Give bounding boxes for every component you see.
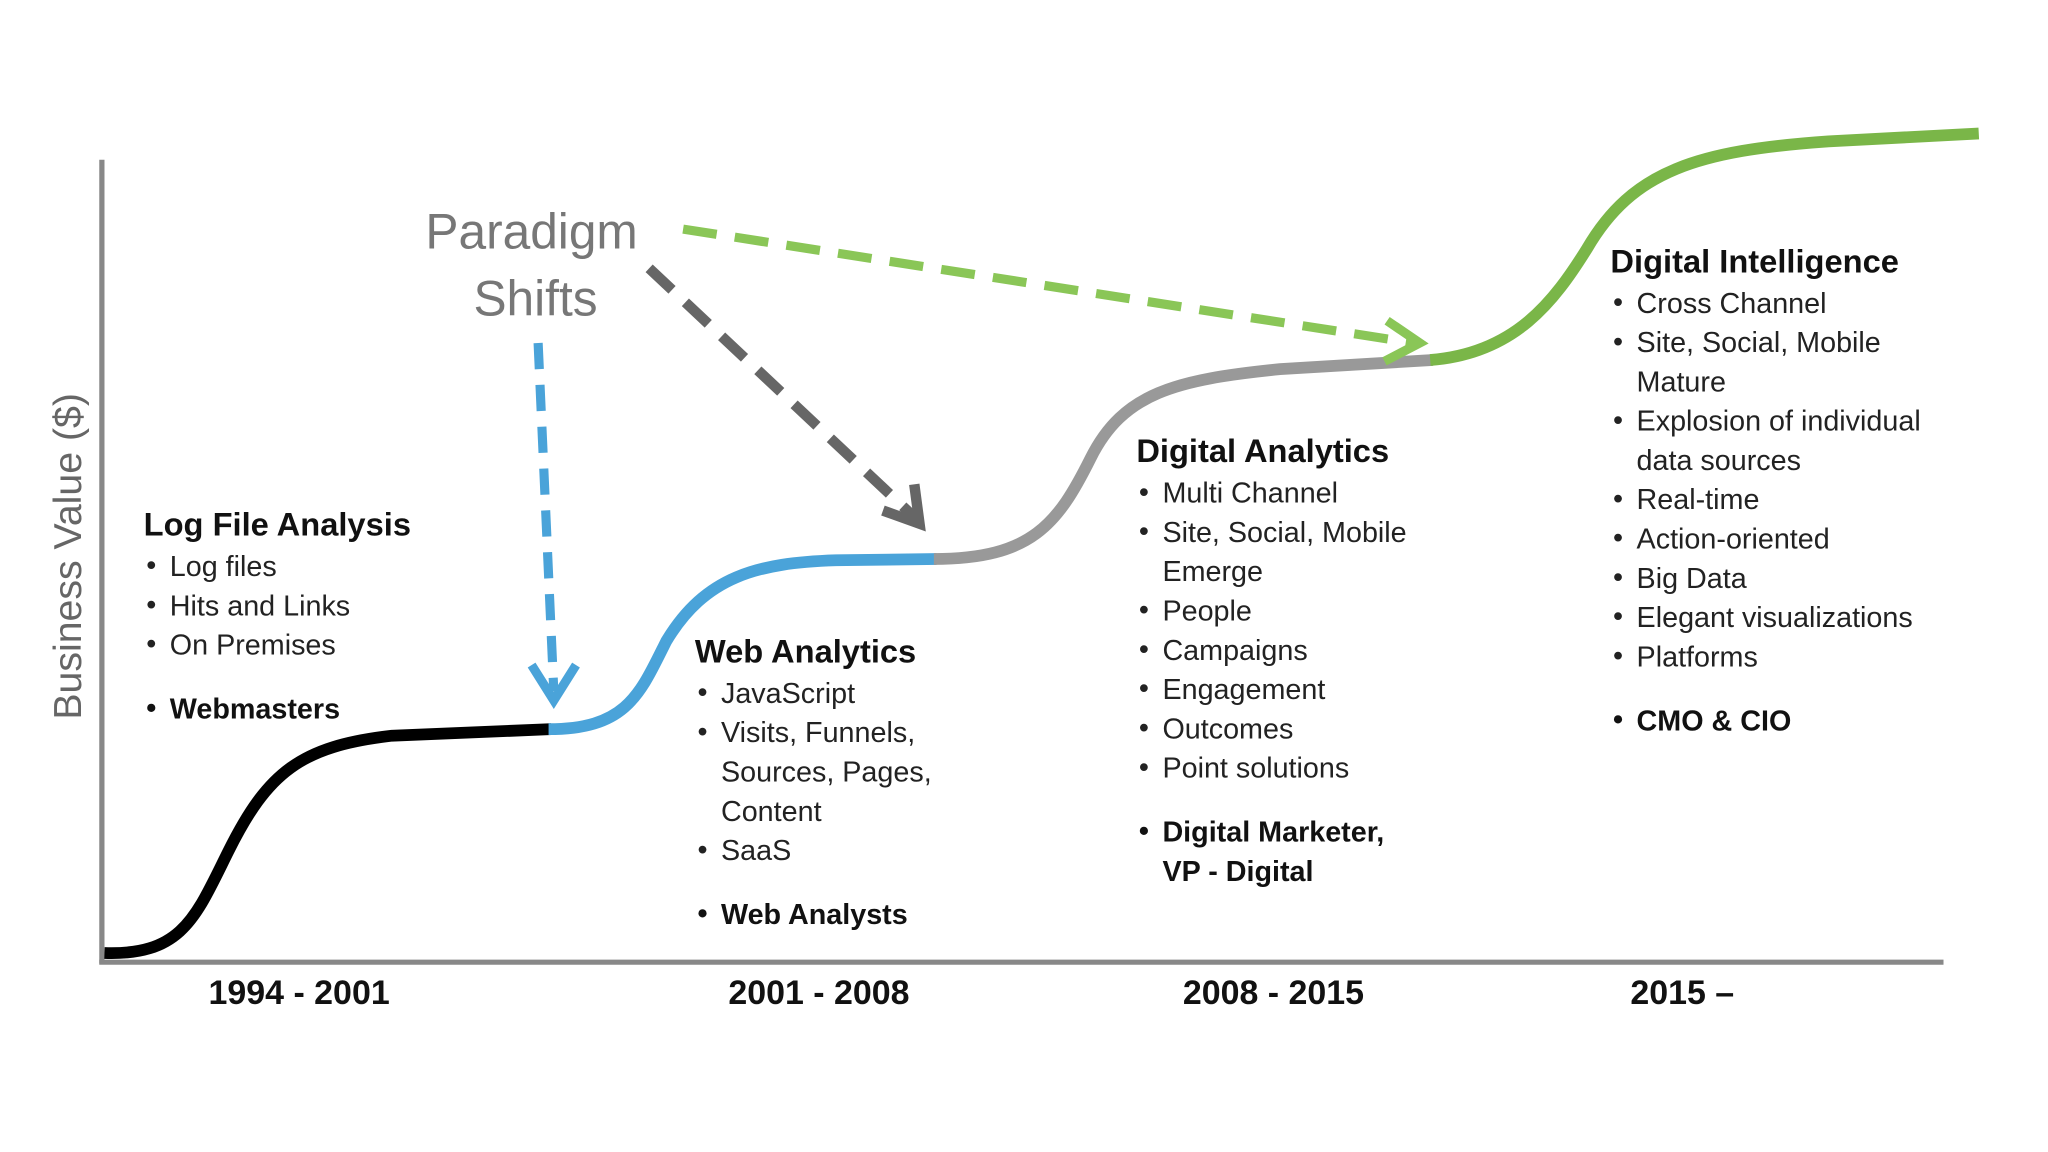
bullet-text: SaaS bbox=[721, 835, 791, 867]
bullet-dot: • bbox=[146, 628, 156, 660]
bullet-text: Engagement bbox=[1162, 674, 1325, 706]
bullet-text: Platforms bbox=[1637, 641, 1758, 673]
bullet-dot: • bbox=[1613, 483, 1623, 515]
role-text: VP - Digital bbox=[1162, 856, 1313, 888]
bullet-text: Explosion of individual bbox=[1637, 406, 1921, 438]
bullet-dot: • bbox=[146, 589, 156, 621]
era-period: 1994 - 2001 bbox=[209, 974, 390, 1012]
bullet-text: Site, Social, Mobile bbox=[1162, 517, 1406, 549]
bullet-dot: • bbox=[1139, 476, 1149, 508]
role-text: Web Analysts bbox=[721, 899, 908, 931]
bullet-dot: • bbox=[1139, 594, 1149, 626]
axis-label: Business Value ($) bbox=[46, 393, 90, 720]
bullet-text: Hits and Links bbox=[170, 590, 350, 622]
annotation: Shifts bbox=[473, 270, 597, 326]
role-text: Digital Marketer, bbox=[1162, 817, 1384, 849]
bullet-text: Point solutions bbox=[1162, 753, 1349, 785]
bullet-text: On Premises bbox=[170, 630, 336, 662]
bullet-dot: • bbox=[1139, 751, 1149, 783]
bullet-text: Elegant visualizations bbox=[1637, 602, 1913, 634]
bullet-text: Sources, Pages, bbox=[721, 756, 932, 788]
era-period: 2008 - 2015 bbox=[1183, 974, 1364, 1012]
bullet-dot: • bbox=[1139, 712, 1149, 744]
bullet-dot: • bbox=[697, 834, 707, 866]
arrow-head bbox=[881, 483, 926, 532]
era-title: Digital Intelligence bbox=[1610, 242, 1898, 279]
arrow-head bbox=[527, 662, 580, 709]
era-period: 2001 - 2008 bbox=[728, 974, 909, 1012]
bullet-dot: • bbox=[1613, 326, 1623, 358]
bullet-text: Cross Channel bbox=[1637, 288, 1827, 320]
bullet-text: Mature bbox=[1637, 366, 1726, 398]
annotation: Paradigm bbox=[425, 204, 637, 260]
bullet-dot: • bbox=[697, 677, 707, 709]
bullet-text: Action-oriented bbox=[1637, 523, 1830, 555]
curve-segment bbox=[104, 723, 552, 959]
role-text: CMO & CIO bbox=[1637, 705, 1792, 737]
bullet-dot: • bbox=[146, 550, 156, 582]
bullet-dot: • bbox=[1139, 673, 1149, 705]
bullet-dot: • bbox=[1139, 815, 1149, 847]
bullet-text: Real-time bbox=[1637, 484, 1760, 516]
arrow bbox=[533, 342, 559, 692]
bullet-text: People bbox=[1162, 595, 1251, 627]
bullet-dot: • bbox=[1613, 601, 1623, 633]
bullet-dot: • bbox=[146, 692, 156, 724]
bullet-dot: • bbox=[1613, 561, 1623, 593]
bullet-dot: • bbox=[1613, 522, 1623, 554]
arrow-head bbox=[1382, 316, 1429, 366]
bullet-text: Outcomes bbox=[1162, 713, 1293, 745]
curve-segment bbox=[548, 553, 937, 736]
bullet-dot: • bbox=[1139, 516, 1149, 548]
bullet-text: Site, Social, Mobile bbox=[1637, 327, 1881, 359]
bullet-text: Multi Channel bbox=[1162, 478, 1338, 510]
curve-segment bbox=[1429, 127, 1980, 366]
bullet-dot: • bbox=[1613, 404, 1623, 436]
bullet-dot: • bbox=[1613, 704, 1623, 736]
bullet-text: data sources bbox=[1637, 445, 1801, 477]
bullet-text: Emerge bbox=[1162, 556, 1263, 588]
bullet-dot: • bbox=[1139, 633, 1149, 665]
era-title: Log File Analysis bbox=[144, 505, 411, 542]
era-title: Digital Analytics bbox=[1136, 432, 1389, 469]
arrow bbox=[682, 224, 1414, 348]
bullet-text: JavaScript bbox=[721, 678, 855, 710]
bullet-dot: • bbox=[697, 898, 707, 930]
bullet-text: Big Data bbox=[1637, 563, 1747, 595]
era-period: 2015 – bbox=[1630, 974, 1734, 1012]
shift-arrows bbox=[527, 224, 1429, 709]
bullet-text: Campaigns bbox=[1162, 635, 1307, 667]
curve-segment bbox=[933, 354, 1434, 565]
bullet-dot: • bbox=[697, 716, 707, 748]
era-title: Web Analytics bbox=[695, 632, 916, 669]
arrow bbox=[645, 264, 918, 521]
bullet-dot: • bbox=[1613, 640, 1623, 672]
bullet-dot: • bbox=[1613, 287, 1623, 319]
bullet-text: Content bbox=[721, 796, 822, 828]
role-text: Webmasters bbox=[170, 694, 340, 726]
bullet-text: Log files bbox=[170, 551, 277, 583]
bullet-text: Visits, Funnels, bbox=[721, 717, 915, 749]
